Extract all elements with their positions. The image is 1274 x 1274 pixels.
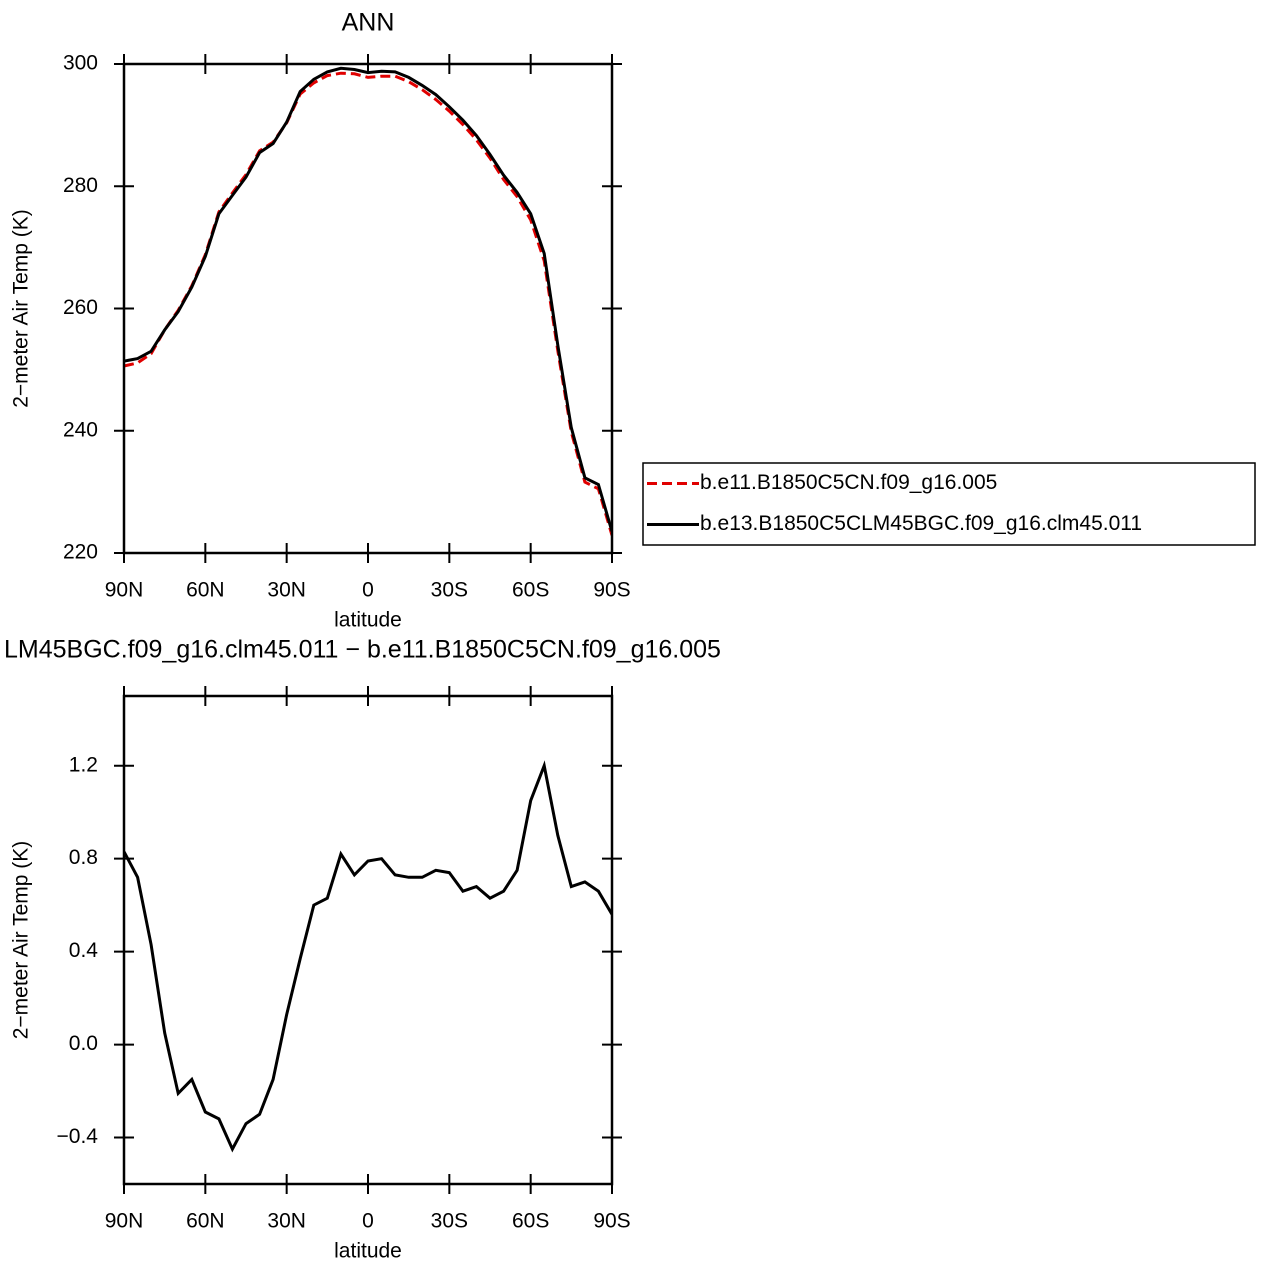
y-axis-label: 2−meter Air Temp (K) <box>10 841 33 1040</box>
x-tick-label: 30S <box>431 1210 468 1233</box>
y-tick-label: 260 <box>63 296 98 319</box>
legend-label: b.e11.B1850C5CN.f09_g16.005 <box>700 471 997 494</box>
x-tick-label: 60N <box>186 579 225 602</box>
x-tick-label: 90S <box>593 579 630 602</box>
series-line <box>124 760 612 1153</box>
chart-title: ANN <box>342 9 395 37</box>
x-tick-label: 30S <box>431 579 468 602</box>
y-tick-label: 0.8 <box>69 846 98 869</box>
x-tick-label: 90N <box>105 1210 144 1233</box>
legend-label: b.e13.B1850C5CLM45BGC.f09_g16.clm45.011 <box>700 512 1142 535</box>
x-tick-label: 60S <box>512 1210 549 1233</box>
y-tick-label: 0.4 <box>69 939 99 962</box>
y-tick-label: 220 <box>63 541 98 564</box>
y-tick-label: 240 <box>63 418 98 441</box>
x-tick-label: 60N <box>186 1210 225 1233</box>
y-tick-label: 300 <box>63 52 98 75</box>
y-tick-label: −0.4 <box>57 1125 99 1148</box>
legend-box <box>642 462 1256 546</box>
x-tick-label: 90N <box>105 579 144 602</box>
x-tick-label: 30N <box>267 1210 306 1233</box>
x-tick-label: 90S <box>593 1210 630 1233</box>
x-tick-label: 0 <box>362 579 374 602</box>
y-tick-label: 280 <box>63 174 98 197</box>
y-tick-label: 1.2 <box>69 753 98 776</box>
x-tick-label: 0 <box>362 1210 374 1233</box>
y-tick-label: 0.0 <box>69 1032 98 1055</box>
plot-frame <box>122 694 614 1186</box>
chart-title: LM45BGC.f09_g16.clm45.011 − b.e11.B1850C… <box>4 636 721 664</box>
series-line <box>124 71 612 536</box>
series-line <box>124 66 612 533</box>
plot-frame <box>122 62 614 555</box>
x-axis-label: latitude <box>334 609 402 632</box>
x-tick-label: 30N <box>267 579 306 602</box>
y-axis-label: 2−meter Air Temp (K) <box>10 209 33 408</box>
x-axis-label: latitude <box>334 1240 402 1263</box>
x-tick-label: 60S <box>512 579 549 602</box>
